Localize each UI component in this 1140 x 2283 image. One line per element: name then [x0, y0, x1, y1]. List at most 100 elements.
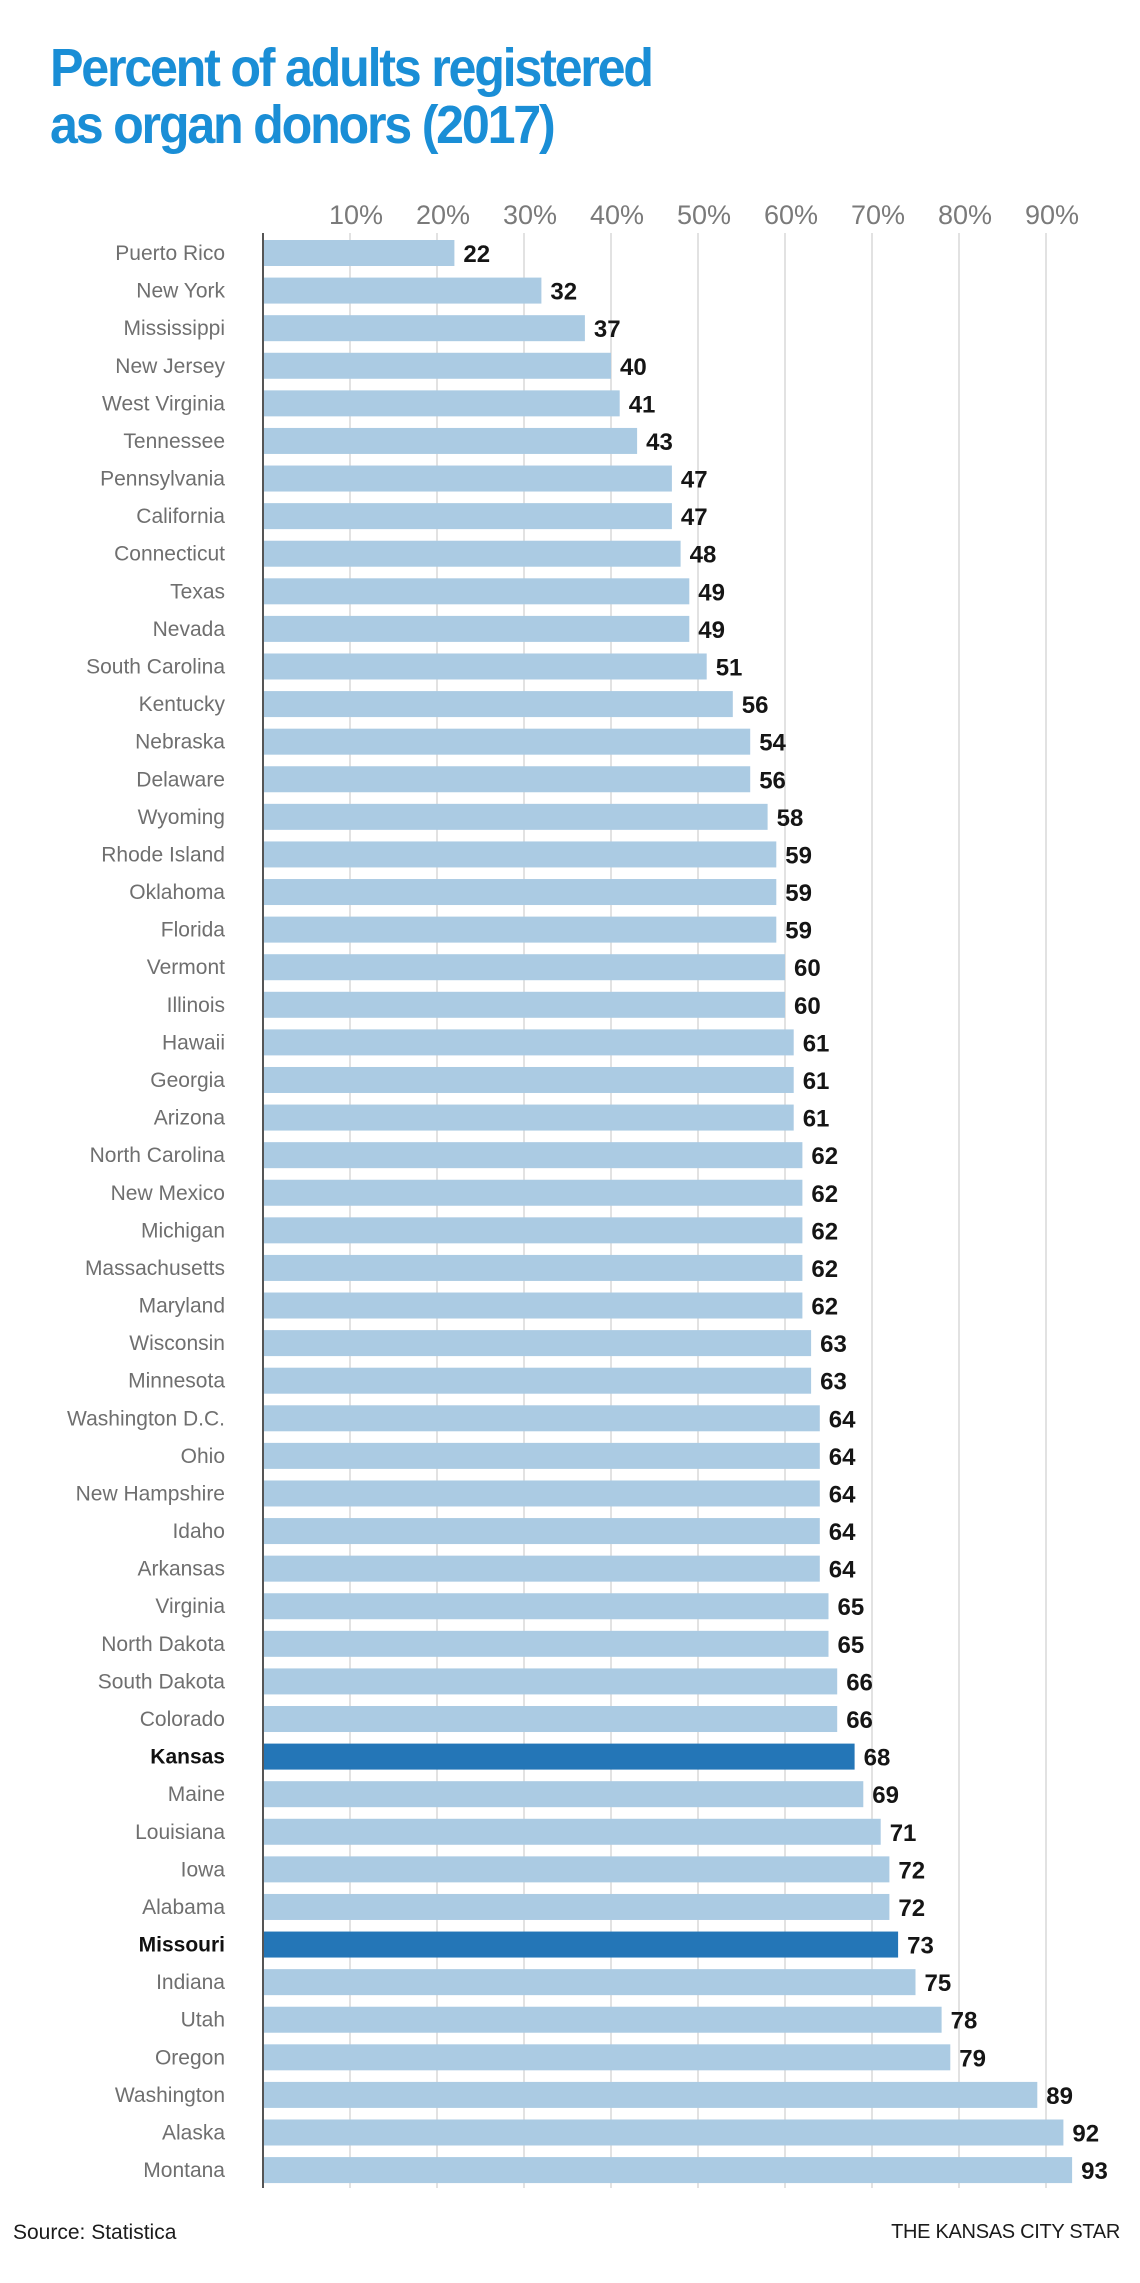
- chart-title-line-1: Percent of adults registered: [50, 38, 654, 98]
- bar-pennsylvania: [263, 465, 672, 492]
- bar-maine: [263, 1781, 864, 1808]
- category-label: Arizona: [154, 1107, 226, 1130]
- x-tick-label: 20%: [416, 200, 470, 230]
- bar-delaware: [263, 766, 751, 793]
- category-label: North Carolina: [90, 1144, 226, 1167]
- bar-puerto-rico: [263, 240, 455, 266]
- value-label: 49: [698, 617, 725, 644]
- category-label: Colorado: [140, 1708, 225, 1731]
- category-label: Utah: [181, 2009, 225, 2032]
- chart-title-line-2: as organ donors (2017): [50, 95, 556, 155]
- category-label: Kansas: [150, 1746, 225, 1769]
- bar-missouri: [263, 1931, 899, 1958]
- value-label: 37: [594, 316, 621, 343]
- bar-florida: [263, 916, 777, 943]
- bar-west-virginia: [263, 390, 620, 417]
- bar-nevada: [263, 615, 690, 642]
- bar-hawaii: [263, 1029, 794, 1056]
- value-label: 32: [550, 279, 577, 306]
- x-tick-label: 70%: [851, 200, 905, 230]
- bar-wisconsin: [263, 1330, 812, 1357]
- value-label: 64: [829, 1519, 856, 1546]
- category-label: West Virginia: [102, 392, 225, 415]
- bar-alabama: [263, 1893, 890, 1920]
- value-label: 41: [629, 391, 656, 418]
- bar-rhode-island: [263, 841, 777, 868]
- x-tick-label: 50%: [677, 200, 731, 230]
- bar-iowa: [263, 1856, 890, 1883]
- bar-utah: [263, 2006, 942, 2033]
- value-label: 64: [829, 1406, 856, 1433]
- value-label: 72: [898, 1857, 925, 1884]
- category-label: Illinois: [167, 994, 225, 1017]
- category-label: Maine: [168, 1783, 225, 1806]
- bar-new-york: [263, 277, 542, 304]
- value-label: 89: [1046, 2083, 1073, 2110]
- x-axis-ticks: 10% 20% 30% 40% 50% 60% 70% 80% 90%: [329, 200, 1079, 230]
- bar-oregon: [263, 2044, 951, 2071]
- category-label: Georgia: [150, 1069, 225, 1092]
- value-label: 68: [864, 1745, 891, 1772]
- category-label: Montana: [143, 2159, 225, 2182]
- value-label: 78: [951, 2008, 978, 2035]
- bar-montana: [263, 2157, 1073, 2184]
- category-label: South Carolina: [86, 655, 225, 678]
- x-tick-label: 60%: [764, 200, 818, 230]
- bar-minnesota: [263, 1367, 812, 1394]
- bar-georgia: [263, 1066, 794, 1093]
- category-label: Connecticut: [114, 543, 225, 566]
- bar-arizona: [263, 1104, 794, 1131]
- bar-south-dakota: [263, 1668, 838, 1695]
- value-label: 65: [838, 1594, 865, 1621]
- value-label: 92: [1072, 2121, 1099, 2148]
- bar-idaho: [263, 1518, 820, 1545]
- category-label: California: [136, 505, 225, 528]
- category-label: Oregon: [155, 2046, 225, 2069]
- chart-title: Percent of adults registered as organ do…: [50, 38, 654, 155]
- bar-north-dakota: [263, 1630, 829, 1657]
- value-label: 93: [1081, 2158, 1108, 2185]
- bar-new-jersey: [263, 352, 611, 379]
- bar-washington: [263, 2081, 1038, 2108]
- category-label: North Dakota: [101, 1633, 225, 1656]
- bar-kansas: [263, 1743, 855, 1770]
- category-labels: Puerto Rico New York Mississippi New Jersey…: [67, 242, 225, 2182]
- value-label: 48: [690, 542, 717, 569]
- value-label: 61: [803, 1030, 830, 1057]
- bars: [263, 240, 1073, 2184]
- category-label: Alabama: [142, 1896, 225, 1919]
- value-label: 62: [811, 1143, 838, 1170]
- category-label: Virginia: [155, 1595, 225, 1618]
- value-label: 63: [820, 1331, 847, 1358]
- category-label: Michigan: [141, 1219, 225, 1242]
- category-label: New York: [136, 280, 225, 303]
- bar-washington-d-c: [263, 1405, 820, 1432]
- category-label: New Jersey: [115, 355, 225, 378]
- value-label: 73: [907, 1933, 934, 1960]
- value-label: 51: [716, 654, 743, 681]
- category-label: Iowa: [181, 1858, 226, 1881]
- category-label: Ohio: [181, 1445, 225, 1468]
- value-label: 60: [794, 955, 821, 982]
- category-label: Alaska: [162, 2122, 225, 2145]
- category-label: Puerto Rico: [115, 242, 225, 265]
- bar-mississippi: [263, 315, 585, 342]
- category-label: South Dakota: [98, 1670, 226, 1693]
- category-label: Mississippi: [123, 317, 225, 340]
- value-label: 61: [803, 1106, 830, 1133]
- x-tick-label: 40%: [590, 200, 644, 230]
- value-label: 58: [777, 805, 804, 832]
- category-label: Wisconsin: [129, 1332, 225, 1355]
- value-label: 40: [620, 354, 647, 381]
- category-label: Idaho: [172, 1520, 225, 1543]
- bar-virginia: [263, 1593, 829, 1620]
- value-label: 64: [829, 1444, 856, 1471]
- bar-alaska: [263, 2119, 1064, 2146]
- category-label: Nevada: [153, 618, 226, 641]
- value-label: 65: [838, 1632, 865, 1659]
- category-label: Kentucky: [139, 693, 226, 716]
- value-label: 54: [759, 730, 786, 757]
- bar-michigan: [263, 1217, 803, 1244]
- category-label: New Hampshire: [76, 1482, 225, 1505]
- value-label: 62: [811, 1294, 838, 1321]
